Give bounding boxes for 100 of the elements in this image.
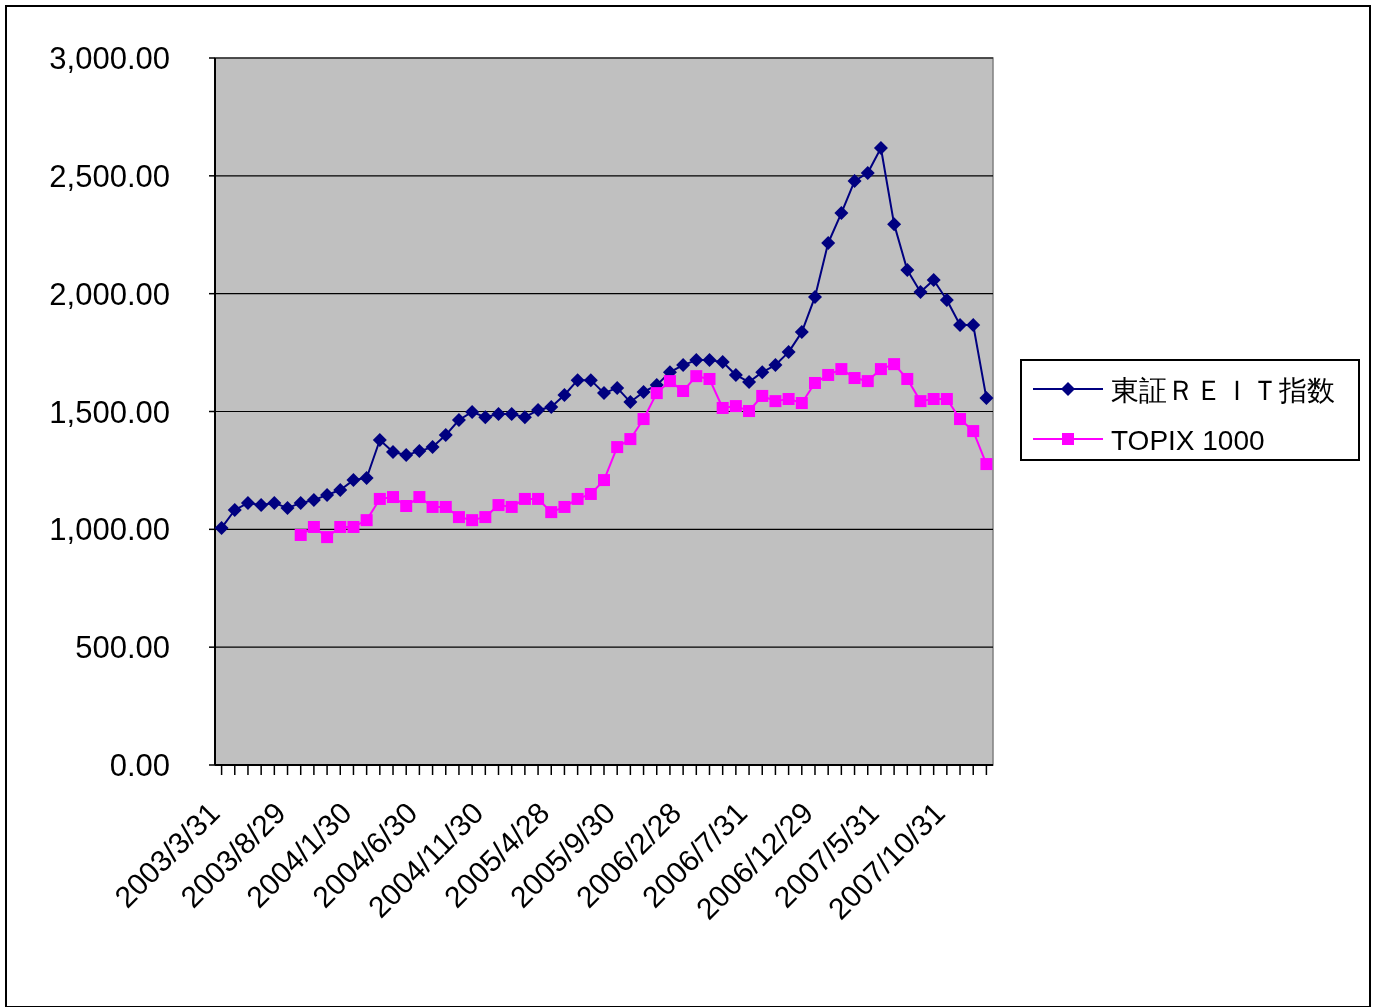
point <box>386 445 401 460</box>
point <box>914 395 927 408</box>
point <box>545 506 558 519</box>
point <box>650 387 663 400</box>
point <box>756 389 769 402</box>
point <box>240 495 255 510</box>
point <box>558 500 571 513</box>
point <box>848 372 861 385</box>
y-tick-label: 3,000.00 <box>49 41 170 76</box>
point <box>267 495 282 510</box>
point <box>451 412 466 427</box>
point <box>531 403 546 418</box>
point <box>689 353 704 368</box>
point <box>478 410 493 425</box>
point <box>742 375 757 390</box>
point <box>360 514 373 527</box>
point <box>400 500 413 512</box>
point <box>716 401 729 414</box>
point <box>702 353 717 368</box>
point <box>980 458 993 471</box>
point <box>333 482 348 497</box>
legend-label: 東証ＲＥＩＴ指数 <box>1111 375 1335 406</box>
point <box>479 511 492 524</box>
point <box>900 263 915 278</box>
point <box>834 206 849 221</box>
point <box>913 285 928 300</box>
point <box>808 376 821 389</box>
y-tick-label: 500.00 <box>75 630 170 666</box>
point <box>847 174 862 189</box>
point <box>321 531 334 544</box>
point <box>835 363 848 376</box>
point <box>584 487 597 500</box>
point <box>557 388 572 402</box>
point <box>307 520 320 533</box>
point <box>782 393 795 406</box>
point <box>570 373 585 388</box>
point <box>439 500 452 513</box>
point <box>794 325 809 340</box>
point <box>611 441 624 454</box>
point <box>781 345 796 360</box>
point <box>372 433 387 448</box>
point <box>954 413 967 426</box>
point <box>412 444 427 459</box>
point <box>927 393 940 406</box>
point <box>373 492 386 505</box>
point <box>966 318 981 333</box>
point <box>728 367 743 382</box>
point <box>413 491 426 504</box>
point <box>571 492 584 505</box>
point <box>663 375 676 388</box>
point <box>452 511 465 524</box>
point <box>438 428 453 443</box>
point <box>399 448 414 463</box>
point <box>860 166 875 181</box>
point <box>677 385 690 397</box>
point <box>715 355 730 370</box>
y-tick-label: 1,500.00 <box>49 394 170 430</box>
point <box>347 520 360 533</box>
y-tick-label: 0.00 <box>109 748 170 783</box>
point <box>426 500 439 513</box>
point <box>873 141 888 156</box>
point <box>636 384 651 399</box>
point <box>280 501 295 516</box>
point <box>807 289 822 304</box>
point <box>821 236 836 250</box>
point <box>597 386 611 401</box>
point <box>888 358 901 371</box>
point <box>293 495 308 510</box>
point <box>334 520 347 533</box>
point <box>214 520 229 535</box>
point <box>874 363 887 376</box>
point <box>729 400 742 413</box>
point <box>926 273 941 287</box>
point <box>887 217 902 232</box>
point <box>227 503 242 518</box>
legend-label: TOPIX 1000 <box>1111 425 1265 456</box>
point <box>979 391 994 406</box>
point <box>544 400 559 415</box>
point <box>294 528 307 541</box>
point <box>690 370 703 383</box>
point <box>755 365 770 380</box>
point <box>425 440 440 455</box>
point <box>637 413 650 426</box>
point <box>254 498 269 513</box>
point <box>703 372 716 385</box>
point <box>346 473 361 488</box>
y-tick-label: 2,500.00 <box>49 158 170 194</box>
point <box>387 491 400 504</box>
y-tick-label: 1,000.00 <box>49 512 170 548</box>
point <box>623 395 638 410</box>
point <box>532 492 545 505</box>
point <box>769 395 782 408</box>
point <box>795 397 808 410</box>
point <box>491 407 506 422</box>
point <box>901 372 914 385</box>
point <box>939 293 954 308</box>
point <box>953 318 968 333</box>
point <box>822 368 835 381</box>
point <box>940 393 953 406</box>
point <box>598 474 610 487</box>
